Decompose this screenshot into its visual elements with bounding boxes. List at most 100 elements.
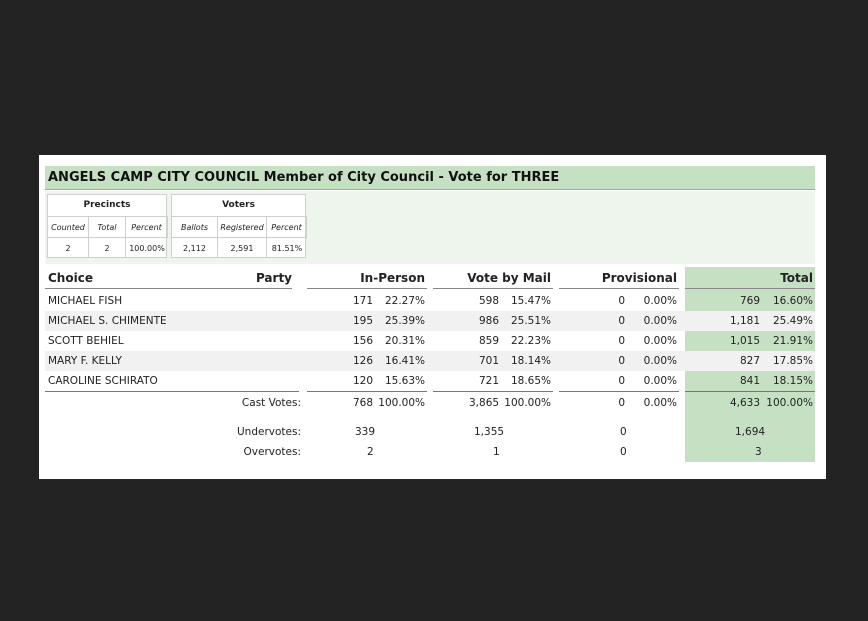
vbm-pct: 100.00% — [504, 397, 551, 409]
provisional-pct: 0.00% — [643, 355, 677, 367]
results-sheet: ANGELS CAMP CITY COUNCIL Member of City … — [39, 155, 826, 479]
summary-rule-choice — [45, 391, 299, 392]
provisional-votes: 0 — [618, 295, 625, 307]
in-person-votes: 126 — [352, 355, 373, 367]
precincts-col-percent: Percent — [126, 216, 168, 237]
precincts-header: Precincts — [83, 200, 131, 210]
in-person-votes: 171 — [352, 295, 373, 307]
total-pct: 18.15% — [772, 375, 813, 387]
col-party: Party — [255, 271, 292, 285]
total-pct: 25.49% — [772, 315, 813, 327]
in-person-votes: 339 — [355, 426, 376, 438]
header-rule-choice — [45, 288, 292, 289]
in-person-votes: 195 — [352, 315, 373, 327]
voters-ballots: 2,112 — [172, 237, 218, 258]
voters-col-ballots: Ballots — [172, 216, 218, 237]
table-row: MICHAEL FISH 171 22.27% 598 15.47% 0 0.0… — [45, 291, 815, 311]
undervotes-label: Undervotes: — [236, 426, 301, 438]
vbm-pct: 25.51% — [510, 315, 551, 327]
total-votes: 1,015 — [729, 335, 760, 347]
in-person-pct: 22.27% — [384, 295, 425, 307]
in-person-votes: 156 — [352, 335, 373, 347]
candidate-name: MARY F. KELLY — [48, 355, 122, 367]
in-person-pct: 25.39% — [384, 315, 425, 327]
voters-header: Voters — [222, 200, 255, 210]
vbm-votes: 1 — [493, 446, 500, 458]
table-row: MICHAEL S. CHIMENTE 195 25.39% 986 25.51… — [45, 311, 815, 331]
provisional-votes: 0 — [618, 375, 625, 387]
voters-percent: 81.51% — [267, 237, 307, 258]
total-votes: 769 — [739, 295, 760, 307]
provisional-pct: 0.00% — [643, 295, 677, 307]
vbm-votes: 986 — [478, 315, 499, 327]
candidate-name: MICHAEL FISH — [48, 295, 123, 307]
vbm-votes: 721 — [478, 375, 499, 387]
voters-col-registered: Registered — [218, 216, 267, 237]
candidate-name: CAROLINE SCHIRATO — [48, 375, 158, 387]
vbm-votes: 1,355 — [474, 426, 505, 438]
total-votes: 1,694 — [735, 426, 766, 438]
table-row: CAROLINE SCHIRATO 120 15.63% 721 18.65% … — [45, 371, 815, 391]
col-total: Total — [780, 271, 813, 285]
in-person-pct: 20.31% — [384, 335, 425, 347]
col-provisional: Provisional — [601, 271, 677, 285]
precincts-total: 2 — [89, 237, 126, 258]
vbm-votes: 859 — [478, 335, 499, 347]
voters-registered: 2,591 — [218, 237, 267, 258]
provisional-pct: 0.00% — [643, 375, 677, 387]
header-rule-total — [685, 288, 815, 289]
vbm-pct: 18.14% — [510, 355, 551, 367]
total-votes: 1,181 — [729, 315, 760, 327]
precincts-counted: 2 — [48, 237, 89, 258]
precincts-col-counted: Counted — [48, 216, 89, 237]
total-pct: 100.00% — [766, 397, 813, 409]
total-votes: 827 — [739, 355, 760, 367]
col-choice: Choice — [48, 271, 93, 285]
provisional-pct: 0.00% — [643, 335, 677, 347]
precincts-col-total: Total — [89, 216, 126, 237]
provisional-votes: 0 — [618, 355, 625, 367]
summary-rule-total — [685, 391, 815, 392]
candidate-name: MICHAEL S. CHIMENTE — [48, 315, 167, 327]
provisional-votes: 0 — [618, 315, 625, 327]
precincts-percent: 100.00% — [126, 237, 168, 258]
total-votes: 4,633 — [729, 397, 760, 409]
in-person-votes: 768 — [352, 397, 373, 409]
in-person-pct: 100.00% — [378, 397, 425, 409]
summary-rule-in-person — [307, 391, 427, 392]
cast-votes-row: Cast Votes: 768 100.00% 3,865 100.00% 0 … — [45, 393, 815, 413]
overvotes-row: Overvotes: 2 1 0 3 — [45, 442, 815, 462]
summary-rule-vbm — [433, 391, 553, 392]
header-rule-in-person — [307, 288, 427, 289]
contest-title: ANGELS CAMP CITY COUNCIL Member of City … — [45, 166, 815, 190]
turnout-stats: Precincts Counted Total Percent 2 2 100.… — [45, 191, 815, 264]
table-row: SCOTT BEHIEL 156 20.31% 859 22.23% 0 0.0… — [45, 331, 815, 351]
provisional-votes: 0 — [618, 397, 625, 409]
col-vote-by-mail: Vote by Mail — [467, 271, 551, 285]
vbm-pct: 15.47% — [510, 295, 551, 307]
in-person-votes: 120 — [352, 375, 373, 387]
provisional-votes: 0 — [620, 446, 627, 458]
precincts-table: Precincts Counted Total Percent 2 2 100.… — [47, 194, 168, 258]
in-person-votes: 2 — [367, 446, 374, 458]
header-rule-vbm — [433, 288, 553, 289]
provisional-pct: 0.00% — [643, 315, 677, 327]
voters-col-percent: Percent — [267, 216, 307, 237]
voters-table: Voters Ballots Registered Percent 2,112 … — [171, 194, 307, 258]
cast-votes-label: Cast Votes: — [241, 397, 301, 409]
undervotes-row: Undervotes: 339 1,355 0 1,694 — [45, 422, 815, 442]
total-pct: 16.60% — [772, 295, 813, 307]
vbm-votes: 3,865 — [469, 397, 500, 409]
in-person-pct: 15.63% — [384, 375, 425, 387]
vbm-pct: 22.23% — [510, 335, 551, 347]
vbm-pct: 18.65% — [510, 375, 551, 387]
summary-rule-provisional — [559, 391, 679, 392]
candidate-name: SCOTT BEHIEL — [48, 335, 124, 347]
header-rule-provisional — [559, 288, 679, 289]
total-votes: 841 — [739, 375, 760, 387]
vbm-votes: 701 — [478, 355, 499, 367]
provisional-pct: 0.00% — [643, 397, 677, 409]
vbm-votes: 598 — [478, 295, 499, 307]
in-person-pct: 16.41% — [384, 355, 425, 367]
provisional-votes: 0 — [620, 426, 627, 438]
